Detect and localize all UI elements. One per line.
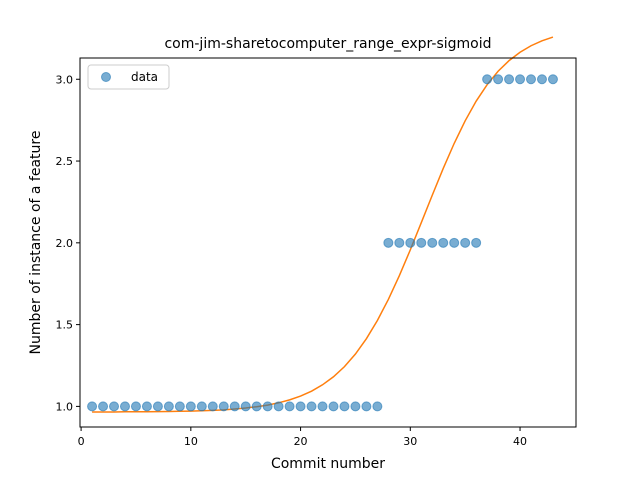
x-axis-label: Commit number xyxy=(271,456,385,472)
data-point xyxy=(427,237,438,248)
data-point xyxy=(240,401,251,412)
data-point xyxy=(218,401,229,412)
x-tick-label: 20 xyxy=(294,435,308,448)
data-point xyxy=(350,401,361,412)
legend-label-data: data xyxy=(131,70,158,84)
data-point xyxy=(152,401,163,412)
data-point xyxy=(109,401,120,412)
data-point xyxy=(207,401,218,412)
y-tick-label: 2.0 xyxy=(56,237,74,250)
data-point xyxy=(372,401,383,412)
y-tick-label: 2.5 xyxy=(56,155,74,168)
data-point xyxy=(504,74,515,85)
data-point xyxy=(526,74,537,85)
data-point xyxy=(295,401,306,412)
data-point xyxy=(98,401,109,412)
data-point xyxy=(339,401,350,412)
data-point xyxy=(405,237,416,248)
data-point xyxy=(306,401,317,412)
data-point xyxy=(394,237,405,248)
data-point xyxy=(515,74,526,85)
legend-marker-data xyxy=(101,72,111,82)
x-tick-label: 40 xyxy=(513,435,527,448)
x-axis-ticks: 0 10 20 30 40 xyxy=(78,427,527,448)
data-points-layer xyxy=(87,74,558,412)
data-point xyxy=(482,74,493,85)
data-point xyxy=(493,74,504,85)
legend-box xyxy=(87,64,170,90)
x-tick-label: 0 xyxy=(78,435,85,448)
data-point xyxy=(273,401,284,412)
data-point xyxy=(174,401,185,412)
y-tick-label: 3.0 xyxy=(56,73,74,86)
data-point xyxy=(87,401,98,412)
data-point xyxy=(383,237,394,248)
data-point xyxy=(141,401,152,412)
data-point xyxy=(185,401,196,412)
data-point xyxy=(119,401,130,412)
data-point xyxy=(438,237,449,248)
data-point xyxy=(328,401,339,412)
y-tick-label: 1.5 xyxy=(56,319,74,332)
data-point xyxy=(547,74,558,85)
data-point xyxy=(449,237,460,248)
y-axis-label: Number of instance of a feature xyxy=(28,131,44,355)
data-point xyxy=(251,401,262,412)
fit-curve-layer xyxy=(92,36,554,413)
data-point xyxy=(262,401,273,412)
data-point xyxy=(471,237,482,248)
y-tick-label: 1.0 xyxy=(56,400,74,413)
x-tick-label: 30 xyxy=(403,435,417,448)
legend: data xyxy=(87,64,170,90)
plot-frame xyxy=(79,57,577,428)
data-point xyxy=(284,401,295,412)
fit-curve xyxy=(92,36,554,413)
data-point xyxy=(361,401,372,412)
x-tick-label: 10 xyxy=(184,435,198,448)
plot-area xyxy=(79,36,577,428)
data-point xyxy=(130,401,141,412)
data-point xyxy=(196,401,207,412)
data-point xyxy=(536,74,547,85)
data-point xyxy=(163,401,174,412)
y-axis-ticks: 1.0 1.5 2.0 2.5 3.0 xyxy=(56,73,80,413)
data-point xyxy=(460,237,471,248)
data-point xyxy=(229,401,240,412)
data-point xyxy=(317,401,328,412)
data-point xyxy=(416,237,427,248)
chart-title: com-jim-sharetocomputer_range_expr-sigmo… xyxy=(164,36,491,52)
